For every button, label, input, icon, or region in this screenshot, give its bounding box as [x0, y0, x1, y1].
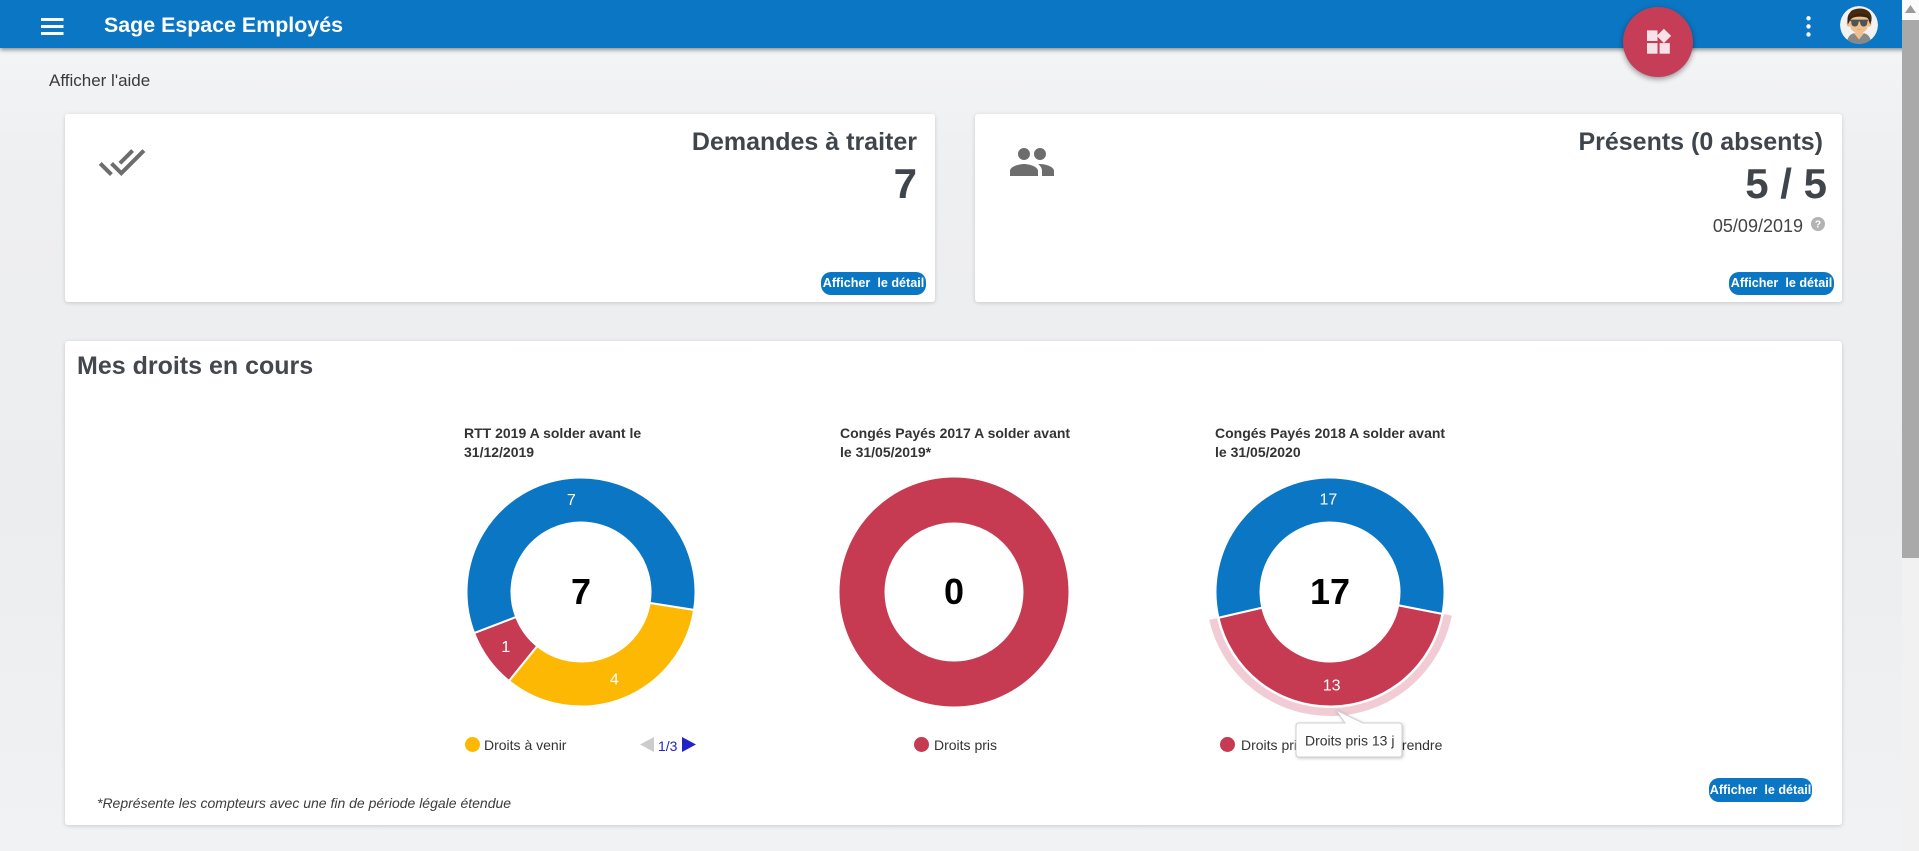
svg-text:4: 4: [610, 671, 619, 688]
svg-text:Droits pris 13 j: Droits pris 13 j: [1305, 733, 1394, 749]
svg-text:17: 17: [1320, 492, 1338, 509]
svg-text:?: ?: [1815, 219, 1821, 231]
svg-text:1: 1: [501, 639, 510, 656]
svg-text:7: 7: [567, 492, 576, 509]
svg-text:13: 13: [1323, 678, 1341, 695]
